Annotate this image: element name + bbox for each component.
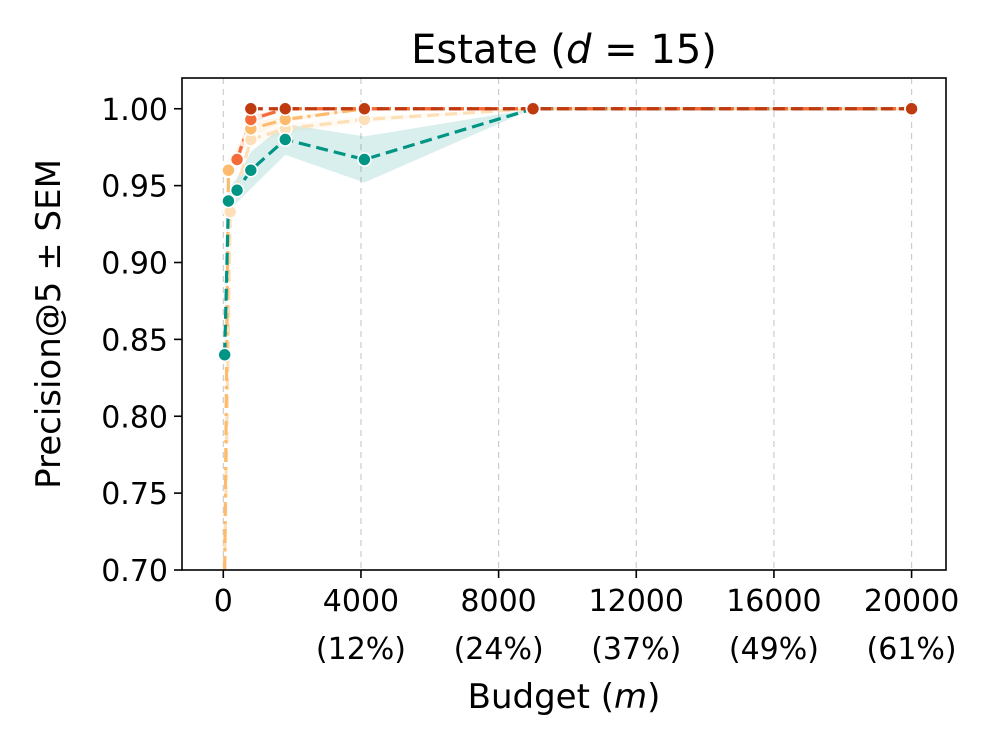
series-line <box>223 107 912 571</box>
sem-band <box>224 108 912 374</box>
sem-band <box>224 108 912 570</box>
data-point <box>277 132 293 147</box>
y-axis-label: Precision@5 ± SEM <box>29 159 69 489</box>
x-axis-ticks: 0 4000 (12%) 8000 (24%) 12000 (37%) 16000 (49%) 2… <box>214 570 959 667</box>
sem-band <box>224 108 912 570</box>
data-point <box>243 101 259 117</box>
plot-frame <box>181 77 947 571</box>
y-tick-label: 0.80 <box>101 400 168 435</box>
x-tick-label: 16000 <box>726 584 821 619</box>
x-axis-label: Budget (m) <box>468 677 661 717</box>
series-points <box>217 101 919 363</box>
data-point <box>357 152 372 167</box>
data-point <box>277 101 293 117</box>
series-line <box>223 107 912 571</box>
y-tick-label: 0.70 <box>101 554 168 589</box>
x-tick-label: 4000 <box>323 584 399 619</box>
data-point <box>525 101 541 117</box>
x-tick-sublabel: (61%) <box>867 632 957 667</box>
series-lines <box>223 107 912 571</box>
y-tick-label: 0.75 <box>101 477 168 512</box>
y-tick-label: 1.00 <box>101 93 168 128</box>
x-tick-label: 20000 <box>864 584 959 619</box>
y-tick-label: 0.85 <box>101 323 168 358</box>
y-tick-label: 0.90 <box>101 247 168 282</box>
data-point <box>221 162 236 178</box>
chart-title: Estate (d = 15) <box>411 27 717 73</box>
data-point <box>904 101 919 117</box>
data-point <box>229 182 245 198</box>
x-tick-sublabel: (24%) <box>454 632 544 667</box>
data-point <box>357 101 372 117</box>
y-axis-ticks: 0.70 0.75 0.80 0.85 0.90 0.95 1.00 <box>101 93 182 589</box>
x-tick-sublabel: (12%) <box>316 632 406 667</box>
data-point <box>217 347 232 363</box>
data-point <box>243 162 259 178</box>
x-tick-label: 8000 <box>460 584 536 619</box>
y-tick-label: 0.95 <box>101 170 168 205</box>
x-tick-label: 0 <box>214 584 233 619</box>
data-point <box>221 193 236 209</box>
x-tick-label: 12000 <box>589 584 684 619</box>
x-tick-sublabel: (37%) <box>591 632 681 667</box>
sem-bands <box>224 108 912 570</box>
data-point <box>229 152 245 167</box>
x-tick-sublabel: (49%) <box>729 632 819 667</box>
